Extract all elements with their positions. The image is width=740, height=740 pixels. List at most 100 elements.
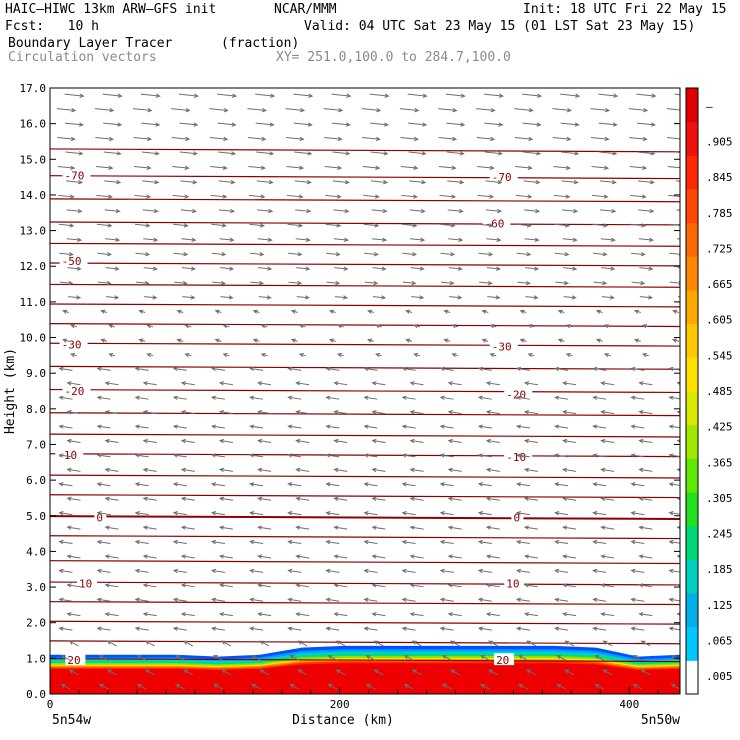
circulation-vector xyxy=(522,93,543,98)
circulation-vector xyxy=(363,194,380,199)
circulation-vector xyxy=(104,438,119,444)
circulation-vector xyxy=(523,467,539,473)
circulation-vector xyxy=(252,309,260,314)
circulation-vector xyxy=(70,324,78,329)
circulation-vector xyxy=(218,612,234,617)
contour-label-bg-6 xyxy=(62,384,91,396)
circulation-vector xyxy=(364,252,379,257)
circulation-vector xyxy=(146,324,154,329)
circulation-vector xyxy=(447,438,462,444)
circulation-vector xyxy=(668,482,680,487)
circulation-vector xyxy=(633,309,641,314)
circulation-vector xyxy=(146,352,154,358)
circulation-vector xyxy=(447,410,462,415)
circulation-vector xyxy=(451,324,459,329)
circulation-vector xyxy=(630,597,645,602)
circulation-vector xyxy=(516,252,532,257)
circulation-vector xyxy=(333,612,348,617)
circulation-vector xyxy=(58,597,73,602)
circulation-vector xyxy=(174,280,188,286)
circulation-vector xyxy=(554,453,569,458)
circulation-vector xyxy=(218,381,234,386)
circulation-vector xyxy=(66,381,81,386)
circulation-vector xyxy=(555,280,570,286)
circulation-vector xyxy=(485,496,500,501)
circulation-vector xyxy=(326,252,341,257)
circulation-vector xyxy=(293,122,313,127)
circulation-vector xyxy=(96,511,111,516)
circulation-vector xyxy=(599,151,618,156)
circulation-vector xyxy=(477,511,492,516)
circulation-vector xyxy=(447,612,462,617)
circulation-vector xyxy=(68,640,79,647)
circulation-vector xyxy=(287,453,302,458)
circulation-vector xyxy=(675,180,680,182)
circulation-vector xyxy=(172,626,187,631)
circulation-vector xyxy=(516,223,532,228)
circulation-vector xyxy=(487,669,499,676)
circulation-vector xyxy=(371,208,388,214)
colorbar-swatch-15 xyxy=(686,155,698,190)
circulation-vector xyxy=(325,395,340,400)
circulation-vector xyxy=(599,180,617,185)
circulation-vector xyxy=(104,381,119,386)
circulation-vector xyxy=(515,165,533,170)
circulation-vector xyxy=(479,683,491,690)
circulation-vector xyxy=(248,194,266,199)
circulation-vector xyxy=(441,683,452,690)
circulation-vector xyxy=(401,511,416,516)
circulation-vector xyxy=(65,180,84,185)
circulation-vector xyxy=(636,93,657,98)
circulation-vector xyxy=(249,597,264,602)
circulation-vector xyxy=(96,453,111,458)
circulation-vector xyxy=(144,295,158,300)
circulation-vector xyxy=(180,381,195,386)
circulation-vector xyxy=(209,107,229,113)
circulation-vector xyxy=(362,165,381,170)
org-label: NCAR/MMM xyxy=(274,2,337,17)
colorbar-label-2: .125 xyxy=(706,599,733,612)
circulation-vector xyxy=(562,410,577,415)
circulation-vector xyxy=(591,165,610,170)
circulation-vector xyxy=(668,511,680,516)
circulation-vector xyxy=(446,122,466,127)
circulation-vector xyxy=(293,93,314,98)
circulation-vector xyxy=(478,223,494,228)
circulation-vector xyxy=(65,151,84,156)
circulation-vector xyxy=(325,453,340,458)
circulation-vector xyxy=(371,583,386,588)
circulation-vector xyxy=(600,410,615,415)
circulation-vector xyxy=(564,640,575,647)
colorbar-label-14: .845 xyxy=(706,171,733,184)
circulation-vector xyxy=(98,655,109,661)
circulation-vector xyxy=(287,539,302,545)
circulation-vector xyxy=(257,467,272,473)
circulation-vector xyxy=(371,438,386,444)
circulation-vector xyxy=(590,136,610,142)
circulation-vector xyxy=(248,165,266,170)
circulation-vector xyxy=(667,165,680,169)
circulation-vector xyxy=(171,136,191,142)
colorbar-swatch-5 xyxy=(686,492,698,527)
circulation-vector xyxy=(638,237,655,243)
circulation-vector xyxy=(287,252,303,257)
circulation-vector xyxy=(58,482,73,487)
circulation-vector xyxy=(144,669,155,676)
circulation-vector xyxy=(363,568,378,574)
circulation-vector xyxy=(210,626,226,631)
circulation-vector xyxy=(409,612,424,617)
circulation-vector xyxy=(554,626,569,631)
circulation-vector xyxy=(591,194,609,199)
circulation-vector xyxy=(249,626,264,631)
circulation-vector xyxy=(134,424,149,429)
circulation-vector xyxy=(563,295,577,300)
circulation-vector xyxy=(105,237,121,243)
circulation-vector xyxy=(602,640,613,647)
circulation-vector xyxy=(525,295,539,300)
circulation-vector xyxy=(296,295,310,300)
circulation-vector xyxy=(325,424,340,429)
contour-label-bg-12 xyxy=(76,576,97,589)
circulation-vector xyxy=(590,107,611,113)
circulation-vector xyxy=(218,496,234,501)
circulation-vector xyxy=(408,151,427,156)
